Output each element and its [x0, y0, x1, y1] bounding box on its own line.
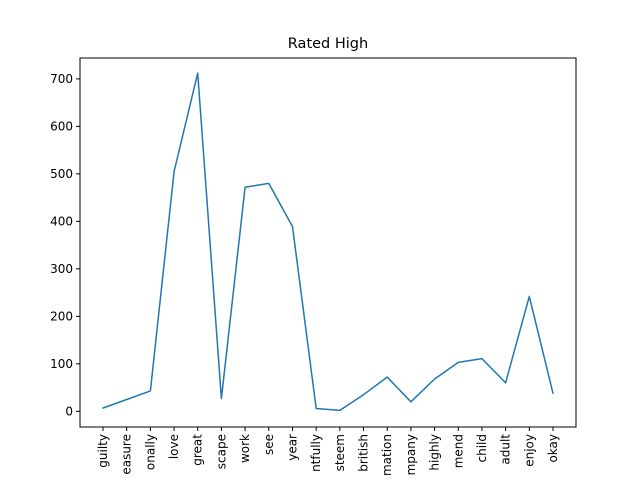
y-tick-label: 700: [50, 72, 73, 86]
x-tick-label: enjoy: [522, 434, 536, 467]
x-tick-label: onally: [143, 434, 157, 470]
y-tick-label: 600: [50, 119, 73, 133]
y-tick-label: 500: [50, 167, 73, 181]
chart-title: Rated High: [288, 36, 368, 52]
x-tick-label: year: [285, 434, 299, 461]
y-tick-label: 300: [50, 262, 73, 276]
x-tick-label: mpany: [404, 434, 418, 475]
series-line: [102, 72, 554, 412]
x-tick-label: great: [191, 434, 205, 466]
x-tick-label: easure: [120, 434, 134, 475]
x-tick-label: mation: [380, 434, 394, 476]
x-tick-label: ntfully: [309, 434, 323, 472]
x-axis: guilty easure onally love great scape work see y…: [96, 427, 560, 476]
y-tick-label: 100: [50, 357, 73, 371]
x-tick-label: okay: [546, 434, 560, 463]
x-tick-label: british: [357, 434, 371, 472]
x-tick-label: work: [238, 434, 252, 463]
x-tick-label: adult: [499, 434, 513, 465]
plot-area: [102, 72, 554, 412]
y-tick-label: 400: [50, 214, 73, 228]
x-tick-label: guilty: [96, 434, 110, 468]
x-tick-label: highly: [428, 434, 442, 471]
x-tick-label: steem: [333, 434, 347, 471]
x-tick-label: see: [262, 434, 276, 455]
x-tick-label: child: [475, 434, 489, 463]
x-tick-label: love: [167, 434, 181, 459]
x-tick-label: mend: [451, 434, 465, 468]
y-axis: 0 100 200 300 400 500 600 700: [50, 72, 80, 418]
x-tick-label: scape: [214, 434, 228, 469]
y-tick-label: 200: [50, 309, 73, 323]
y-tick-label: 0: [65, 404, 73, 418]
axes-frame: [79, 57, 577, 428]
